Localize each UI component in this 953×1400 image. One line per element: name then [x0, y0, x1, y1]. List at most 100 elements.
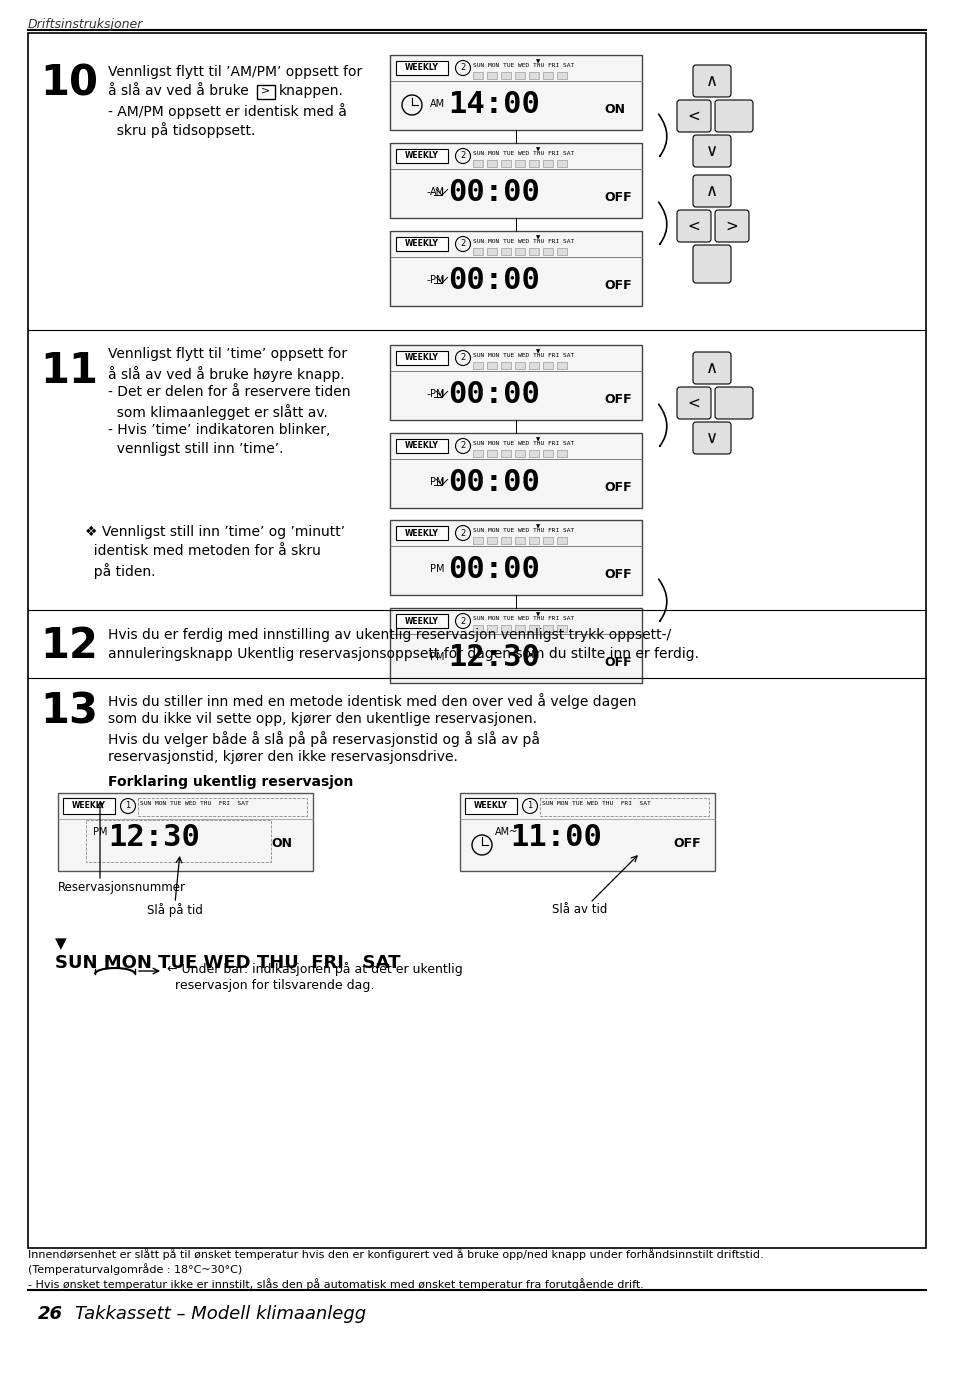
Text: WEEKLY: WEEKLY — [72, 801, 106, 811]
FancyBboxPatch shape — [692, 64, 730, 97]
Bar — [390, 344, 641, 420]
Text: <: < — [687, 395, 700, 410]
Bar — [486, 248, 497, 255]
Text: Hvis du er ferdig med innstilling av ukentlig reservasjon vennligst trykk oppset: Hvis du er ferdig med innstilling av uke… — [108, 629, 670, 643]
Bar — [557, 363, 566, 370]
Text: WEEKLY: WEEKLY — [405, 151, 438, 161]
Text: ▼: ▼ — [536, 349, 539, 354]
FancyBboxPatch shape — [714, 99, 752, 132]
FancyBboxPatch shape — [692, 351, 730, 384]
Text: Hvis du velger både å slå på på reservasjonstid og å slå av på: Hvis du velger både å slå på på reservas… — [108, 731, 539, 748]
Text: WEEKLY: WEEKLY — [405, 528, 438, 538]
Text: 00:00: 00:00 — [448, 266, 539, 295]
FancyArrowPatch shape — [658, 580, 666, 622]
Text: ← Under bar: indikasjonen på at det er ukentlig: ← Under bar: indikasjonen på at det er u… — [167, 962, 462, 976]
Text: ON: ON — [271, 837, 292, 850]
Bar — [395, 148, 448, 162]
Text: SUN MON TUE WED THU FRI SAT: SUN MON TUE WED THU FRI SAT — [473, 239, 574, 244]
FancyBboxPatch shape — [677, 210, 710, 242]
Bar — [529, 363, 538, 370]
Text: 1: 1 — [125, 801, 131, 811]
Text: PM: PM — [430, 652, 444, 662]
Bar — [529, 248, 538, 255]
Bar — [395, 440, 448, 454]
FancyBboxPatch shape — [714, 210, 748, 242]
Text: ▼: ▼ — [536, 147, 539, 153]
Bar — [515, 538, 524, 545]
Bar — [473, 160, 482, 167]
Bar — [500, 363, 511, 370]
Bar — [557, 160, 566, 167]
Text: Driftsinstruksjoner: Driftsinstruksjoner — [28, 18, 143, 31]
Text: - Hvis ’time’ indikatoren blinker,: - Hvis ’time’ indikatoren blinker, — [108, 423, 330, 437]
Text: 2: 2 — [460, 616, 465, 626]
Bar — [473, 363, 482, 370]
Bar — [459, 792, 714, 871]
Bar — [529, 71, 538, 78]
FancyArrowPatch shape — [658, 115, 666, 157]
Bar — [28, 34, 925, 1247]
FancyArrowPatch shape — [658, 405, 666, 447]
Text: - Det er delen for å reservere tiden: - Det er delen for å reservere tiden — [108, 385, 350, 399]
Bar — [473, 71, 482, 78]
Text: Slå av tid: Slå av tid — [552, 903, 607, 916]
Bar — [500, 449, 511, 456]
Text: PM: PM — [430, 564, 444, 574]
Text: - AM/PM oppsett er identisk med å: - AM/PM oppsett er identisk med å — [108, 104, 347, 119]
Text: (Temperaturvalgområde : 18°C~30°C): (Temperaturvalgområde : 18°C~30°C) — [28, 1263, 242, 1275]
Text: WEEKLY: WEEKLY — [405, 353, 438, 363]
Bar — [515, 71, 524, 78]
Text: SUN MON TUE WED THU FRI SAT: SUN MON TUE WED THU FRI SAT — [473, 616, 574, 622]
Text: 12:30: 12:30 — [448, 643, 539, 672]
Text: OFF: OFF — [603, 657, 631, 669]
Bar — [473, 538, 482, 545]
Text: 11:00: 11:00 — [510, 823, 601, 853]
Text: ▼: ▼ — [536, 235, 539, 239]
Text: vennligst still inn ’time’.: vennligst still inn ’time’. — [108, 442, 283, 456]
Bar — [500, 248, 511, 255]
Text: AM~: AM~ — [495, 827, 517, 837]
Bar — [486, 538, 497, 545]
Bar — [529, 449, 538, 456]
FancyBboxPatch shape — [677, 99, 710, 132]
Bar — [486, 363, 497, 370]
Bar — [390, 231, 641, 307]
Text: SUN MON TUE WED THU  FRI   SAT: SUN MON TUE WED THU FRI SAT — [55, 953, 400, 972]
Bar — [138, 798, 307, 816]
Text: 13: 13 — [40, 690, 98, 732]
Text: 2: 2 — [460, 528, 465, 538]
Bar — [542, 248, 553, 255]
Text: ▼: ▼ — [536, 59, 539, 64]
Bar — [557, 449, 566, 456]
Text: 2: 2 — [460, 353, 465, 363]
Text: PM: PM — [92, 827, 108, 837]
Text: <: < — [687, 109, 700, 123]
Bar — [464, 798, 517, 813]
Text: reservasjonstid, kjører den ikke reservasjonsdrive.: reservasjonstid, kjører den ikke reserva… — [108, 750, 457, 764]
Text: SUN MON TUE WED THU FRI SAT: SUN MON TUE WED THU FRI SAT — [473, 353, 574, 358]
Bar — [390, 519, 641, 595]
Bar — [529, 624, 538, 631]
Text: 12:30: 12:30 — [108, 823, 200, 853]
Text: >: > — [725, 218, 738, 234]
Text: å slå av ved å bruke: å slå av ved å bruke — [108, 84, 249, 98]
Text: OFF: OFF — [603, 190, 631, 204]
Bar — [395, 62, 448, 76]
FancyBboxPatch shape — [692, 245, 730, 283]
Bar — [390, 143, 641, 218]
Bar — [500, 71, 511, 78]
FancyBboxPatch shape — [714, 386, 752, 419]
Text: å slå av ved å bruke høyre knapp.: å slå av ved å bruke høyre knapp. — [108, 365, 344, 382]
Text: ∨: ∨ — [705, 141, 718, 160]
FancyArrowPatch shape — [658, 202, 666, 244]
Bar — [486, 160, 497, 167]
Bar — [557, 248, 566, 255]
Bar — [500, 538, 511, 545]
Text: -: - — [426, 188, 430, 197]
Bar — [542, 538, 553, 545]
Text: OFF: OFF — [603, 279, 631, 293]
Text: 26: 26 — [38, 1305, 63, 1323]
Bar — [539, 798, 708, 816]
Bar — [63, 798, 115, 813]
Text: <: < — [687, 218, 700, 234]
